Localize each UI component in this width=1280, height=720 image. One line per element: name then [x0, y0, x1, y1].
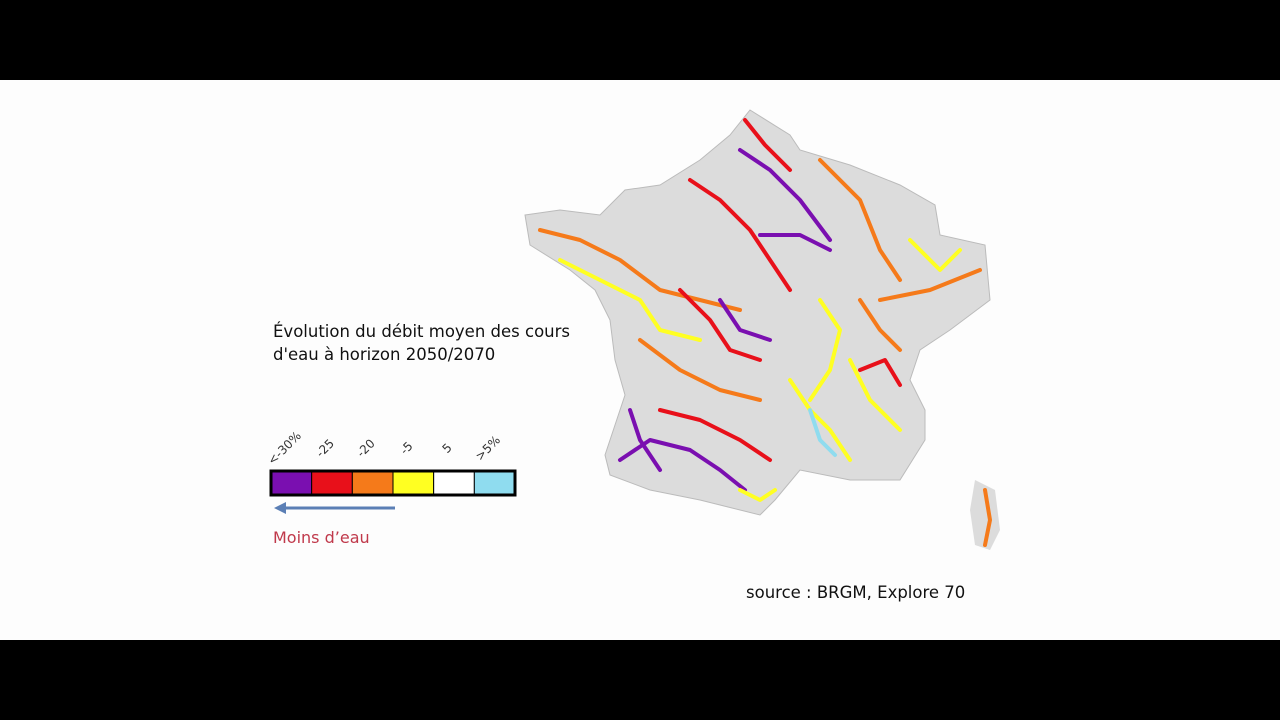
corsica-outline: [970, 480, 1000, 550]
slide: <-30% -25 -20 -5 5 >5% Évolution du débit moy…: [0, 80, 1280, 640]
legend-swatch: [351, 470, 394, 496]
map-title: Évolution du débit moyen des cours d'eau…: [273, 322, 571, 364]
legend-label: <-30%: [265, 429, 304, 468]
legend-swatch: [473, 470, 516, 496]
map: <-30% -25 -20 -5 5 >5%: [265, 109, 1000, 550]
france-outline: [524, 109, 991, 516]
legend-label: 5: [440, 441, 455, 456]
legend-label: >5%: [473, 433, 503, 463]
legend-arrow-head: [274, 502, 286, 514]
legend: <-30% -25 -20 -5 5 >5%: [265, 429, 517, 497]
legend-label: -5: [397, 439, 415, 457]
arrow-label: Moins d’eau: [273, 528, 370, 547]
france-map: [524, 109, 1000, 550]
legend-swatch: [433, 470, 475, 496]
legend-swatch: [311, 470, 353, 496]
legend-border: [269, 469, 517, 497]
legend-label: -25: [313, 436, 337, 460]
legend-label: -20: [354, 436, 378, 460]
legend-swatch: [392, 470, 435, 496]
legend-swatch: [270, 470, 313, 496]
source: source : BRGM, Explore 70: [746, 583, 966, 602]
